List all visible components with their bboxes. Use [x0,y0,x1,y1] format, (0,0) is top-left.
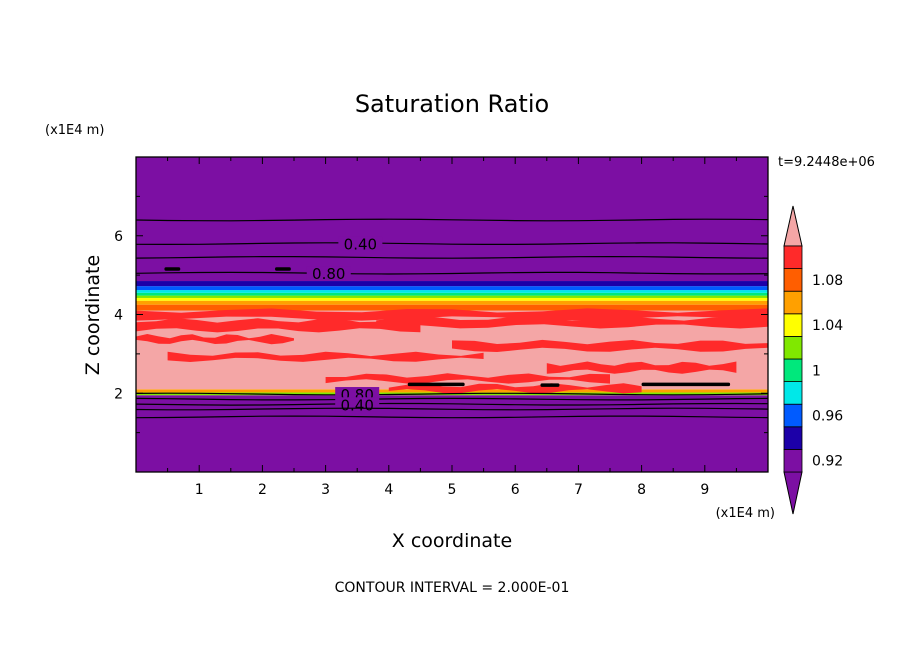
red-streak-7 [325,373,610,384]
axes: 1 2 3 4 5 6 7 8 9 2 4 6 [114,156,769,498]
x-tick-label-9: 9 [700,482,709,498]
colorbar-label-2: 1 [812,363,821,379]
contour-line-2 [136,255,768,259]
contour-line-3 [136,271,768,275]
x-tick-label-8: 8 [637,482,646,498]
x-tick-label-7: 7 [574,482,583,498]
contour-line-8 [136,415,768,419]
field-band-4 [136,304,768,311]
colorbar-high-extension [783,205,803,247]
chart-title: Saturation Ratio [355,90,549,118]
field-band-5 [136,300,768,305]
x-tick-label-6: 6 [511,482,520,498]
contour-label-6: 0.40 [340,396,373,414]
contour-interval-footer: CONTOUR INTERVAL = 2.000E-01 [335,580,570,596]
dark-speck-2 [540,383,560,387]
colorbar-label-4: 1.08 [812,273,843,289]
field-band-9 [136,290,768,293]
contour-label-1: 0.40 [344,236,377,254]
colorbar-swatch-5 [783,335,803,360]
colorbar-swatch-0 [783,448,803,473]
red-streak-8 [388,383,642,394]
colorbar-swatch-4 [783,358,803,383]
contour-label-bg-1 [338,236,383,251]
colorbar-swatch-3 [783,381,803,405]
x-axis-label: X coordinate [392,530,512,552]
x-unit-label: (x1E4 m) [716,506,775,521]
y-axis-label: Z coordinate [82,255,104,375]
colorbar-label-3: 1.04 [812,318,843,334]
red-streak-1 [136,318,421,333]
contour-label-3: 0.80 [312,265,345,283]
y-tick-label-6: 6 [114,229,123,245]
field-band-7 [136,295,768,298]
field-band-8 [136,292,768,296]
time-label: t=9.2448e+06 [778,155,875,170]
colorbar-label-0: 0.92 [812,454,843,470]
red-streak-0 [136,308,768,321]
dark-speck-1 [641,382,731,387]
colorbar-swatch-9 [783,245,803,270]
field-band-10 [136,286,768,291]
dark-speck-3 [275,267,291,271]
red-streak-3 [136,334,294,345]
x-tick-label-2: 2 [258,482,267,498]
plot-area: 0.400.800.800.40 [136,157,768,472]
field-band-0 [136,395,768,472]
contour-label-bg-3 [306,266,351,281]
contour-line-5 [136,397,768,401]
dark-speck-4 [164,267,181,271]
y-tick-label-2: 2 [114,386,123,402]
colorbar-swatch-8 [783,268,803,292]
contour-line-0 [136,218,768,222]
x-tick-label-5: 5 [448,482,457,498]
dark-speck-0 [407,382,465,387]
x-tick-label-4: 4 [384,482,393,498]
x-tick-label-1: 1 [195,482,204,498]
contour-line-6 [136,402,768,406]
colorbar-swatch-1 [783,426,803,450]
field-band-11 [136,281,768,287]
x-tick-label-3: 3 [321,482,330,498]
colorbar-low-extension [783,471,803,515]
contour-line-7 [136,407,768,411]
y-tick-label-4: 4 [114,308,123,324]
field-band-6 [136,297,768,301]
colorbar-swatch-6 [783,313,803,337]
red-streak-5 [167,351,484,362]
colorbar-swatch-7 [783,290,803,315]
colorbar-label-1: 0.96 [812,409,843,425]
red-streak-4 [452,339,768,352]
colorbar: 0.92 0.96 1 1.04 1.08 [783,205,843,515]
contour-line-4 [136,392,768,396]
colorbar-swatch-2 [783,403,803,428]
contour-line-1 [136,242,768,246]
red-streak-2 [376,316,768,329]
field-layer: 0.400.800.800.40 [136,157,768,472]
y-unit-label: (x1E4 m) [45,123,104,138]
red-streak-6 [546,361,737,374]
